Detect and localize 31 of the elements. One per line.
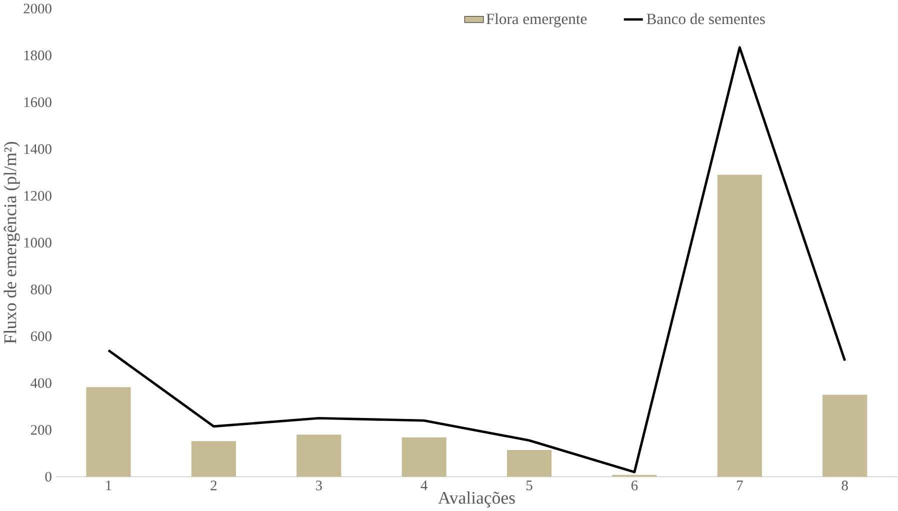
y-tick-label: 1800 — [24, 50, 52, 60]
legend-label: Banco de sementes — [646, 13, 765, 24]
bar — [822, 394, 868, 477]
x-tick-label: 5 — [526, 480, 532, 490]
x-tick-label: 2 — [210, 480, 216, 490]
y-tick-label: 2000 — [24, 4, 52, 14]
y-tick-label: 200 — [30, 424, 52, 435]
y-tick-label: 1600 — [24, 97, 52, 107]
x-axis-title: Avaliações — [438, 491, 515, 508]
y-tick-label: 800 — [30, 284, 52, 294]
x-tick-label: 3 — [316, 480, 322, 490]
x-tick-label: 8 — [842, 480, 848, 490]
y-tick-label: 600 — [30, 331, 52, 342]
bar — [191, 441, 236, 477]
y-axis-title: Fluxo de emergência (pl/m²) — [4, 142, 20, 344]
bar — [402, 437, 446, 477]
y-tick-label: 1200 — [24, 190, 52, 201]
bar — [506, 450, 552, 477]
y-tick-label: 1400 — [24, 144, 52, 154]
bar — [717, 174, 762, 477]
line-series — [107, 46, 846, 474]
x-tick-label: 1 — [106, 480, 112, 490]
bar — [86, 386, 131, 477]
y-tick-label: 0 — [45, 472, 52, 482]
x-tick-label: 7 — [737, 480, 743, 490]
bar — [296, 434, 342, 477]
legend-label: Flora emergente — [486, 13, 587, 28]
x-tick-label: 4 — [420, 480, 428, 490]
x-tick-label: 6 — [631, 480, 638, 490]
y-tick-label: 1000 — [24, 238, 52, 248]
y-tick-label: 400 — [30, 378, 52, 388]
